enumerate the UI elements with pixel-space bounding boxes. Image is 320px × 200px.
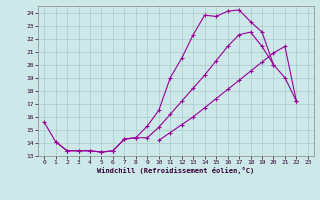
X-axis label: Windchill (Refroidissement éolien,°C): Windchill (Refroidissement éolien,°C)	[97, 167, 255, 174]
